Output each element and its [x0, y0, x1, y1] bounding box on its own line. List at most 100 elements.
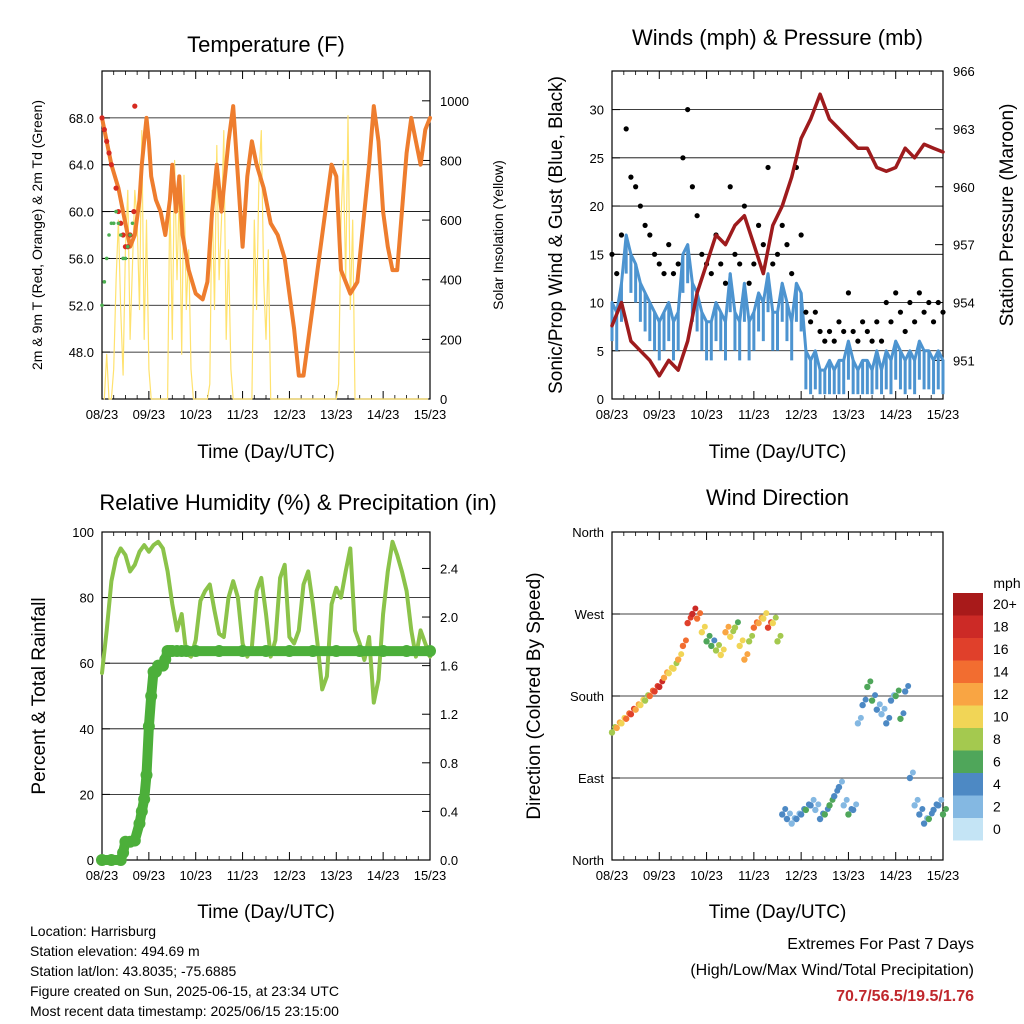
- y2-tick-label-2-6: 2.4: [440, 561, 458, 576]
- x-axis-label-direction: Time (Day/UTC): [709, 902, 847, 923]
- y2-tick-label-1-5: 966: [953, 64, 975, 79]
- direction-point-50: [845, 811, 852, 818]
- y-axis-label-temperature: 2m & 9m T (Red, Orange) & 2m Td (Green): [29, 100, 45, 370]
- direction-point-19: [698, 629, 706, 636]
- direction-point-b-53: [862, 696, 869, 703]
- y-axis-label-direction: Direction (Colored By Speed): [524, 572, 545, 819]
- y-tick-label-2-1: 20: [80, 787, 94, 802]
- direction-point-30: [750, 624, 758, 631]
- precip-point-11: [142, 720, 155, 733]
- x-tick-label-2-0: 08/23: [86, 868, 119, 883]
- direction-point-b-61: [900, 710, 907, 717]
- direction-point-25: [727, 633, 734, 640]
- direction-point-9: [651, 688, 658, 695]
- gust-point-31: [755, 222, 762, 228]
- direction-point-48: [835, 783, 843, 791]
- dewpoint-point-5: [111, 221, 116, 226]
- direction-point-33: [764, 624, 772, 631]
- gust-point-30: [751, 261, 757, 267]
- colorbar-label-10: 0: [993, 821, 1001, 837]
- gust-point-38: [789, 270, 795, 277]
- y-tick-label-3-0: North: [572, 853, 604, 868]
- gust-point-42: [808, 319, 814, 325]
- y2-tick-label-1-2: 957: [953, 238, 975, 253]
- direction-point-37: [783, 815, 791, 823]
- temp2m-point-4: [108, 162, 114, 168]
- direction-point-66: [920, 820, 928, 827]
- direction-point-b-26: [734, 619, 741, 626]
- gust-point-48: [836, 319, 842, 325]
- gust-point-5: [633, 184, 639, 190]
- precip-point-34: [424, 645, 436, 658]
- x-tick-label-1-1: 09/23: [643, 407, 676, 422]
- x-tick-label-1-7: 15/23: [927, 407, 960, 422]
- y-tick-label-0-0: 48.0: [69, 345, 94, 360]
- gust-point-1: [614, 270, 620, 277]
- direction-point-b-55: [872, 692, 879, 699]
- gust-point-40: [798, 232, 804, 238]
- direction-point-58: [883, 720, 890, 727]
- y2-tick-label-2-0: 0.0: [440, 853, 458, 868]
- gust-point-54: [864, 328, 870, 335]
- y-tick-label-1-1: 5: [597, 344, 604, 359]
- gust-point-0: [609, 251, 615, 257]
- gust-point-33: [765, 164, 771, 171]
- direction-point-b-48: [838, 778, 845, 785]
- colorbar-label-2: 16: [993, 641, 1009, 657]
- y-tick-label-2-2: 40: [80, 722, 94, 737]
- y2-tick-label-2-3: 1.2: [440, 707, 458, 722]
- direction-point-36: [779, 811, 786, 818]
- direction-point-b-14: [678, 651, 685, 658]
- gust-point-23: [718, 261, 724, 267]
- direction-point-b-58: [886, 714, 893, 721]
- y2-tick-label-0-3: 600: [440, 213, 462, 228]
- x-tick-label-0-1: 09/23: [133, 407, 166, 422]
- gust-point-17: [689, 184, 695, 190]
- x-axis-label-humidity: Time (Day/UTC): [197, 902, 335, 923]
- direction-point-b-27: [739, 637, 746, 644]
- colorbar-swatch-6: [953, 728, 983, 751]
- gust-point-11: [661, 270, 667, 277]
- gust-point-47: [831, 338, 837, 344]
- direction-point-b-37: [786, 810, 793, 817]
- direction-point-b-19: [701, 623, 708, 630]
- extremes-box: Extremes For Past 7 Days (High/Low/Max W…: [690, 932, 974, 1010]
- direction-point-b-34: [772, 614, 779, 621]
- y2-tick-label-1-0: 951: [953, 353, 975, 368]
- extremes-values: 70.7/56.5/19.5/1.76: [836, 988, 974, 1005]
- y-tick-label-1-6: 30: [590, 103, 604, 118]
- y-tick-label-0-2: 56.0: [69, 251, 94, 266]
- dewpoint-point-3: [107, 233, 111, 237]
- gust-point-58: [883, 299, 889, 306]
- gust-point-13: [670, 270, 677, 277]
- direction-point-11: [660, 674, 668, 681]
- direction-point-59: [887, 697, 895, 704]
- direction-point-15: [679, 642, 687, 650]
- direction-point-8: [646, 692, 654, 700]
- gust-point-64: [912, 319, 918, 325]
- direction-point-14: [675, 656, 682, 663]
- colorbar-swatch-7: [953, 750, 983, 773]
- y2-tick-label-2-4: 1.6: [440, 659, 458, 674]
- direction-point-27: [736, 642, 743, 650]
- direction-point-12: [665, 670, 672, 677]
- dewpoint-point-8: [118, 233, 123, 237]
- direction-point-51: [849, 806, 857, 814]
- y-tick-label-1-0: 0: [597, 392, 604, 407]
- colorbar-label-3: 14: [993, 664, 1009, 680]
- gust-point-50: [845, 290, 852, 296]
- y2-tick-label-1-3: 960: [953, 180, 975, 195]
- gust-point-26: [732, 251, 738, 257]
- x-tick-label-2-3: 11/23: [227, 868, 259, 883]
- gust-point-46: [826, 328, 833, 335]
- direction-point-43: [812, 806, 819, 814]
- gust-point-29: [746, 280, 752, 286]
- precip-point-26: [236, 645, 249, 658]
- extremes-title: Extremes For Past 7 Days: [787, 936, 974, 953]
- direction-point-60: [892, 692, 899, 700]
- precip-point-10: [140, 768, 153, 781]
- gust-point-35: [774, 251, 781, 257]
- precip-point-9: [138, 793, 151, 806]
- x-tick-label-2-4: 12/23: [273, 868, 306, 883]
- precip-point-29: [306, 645, 319, 658]
